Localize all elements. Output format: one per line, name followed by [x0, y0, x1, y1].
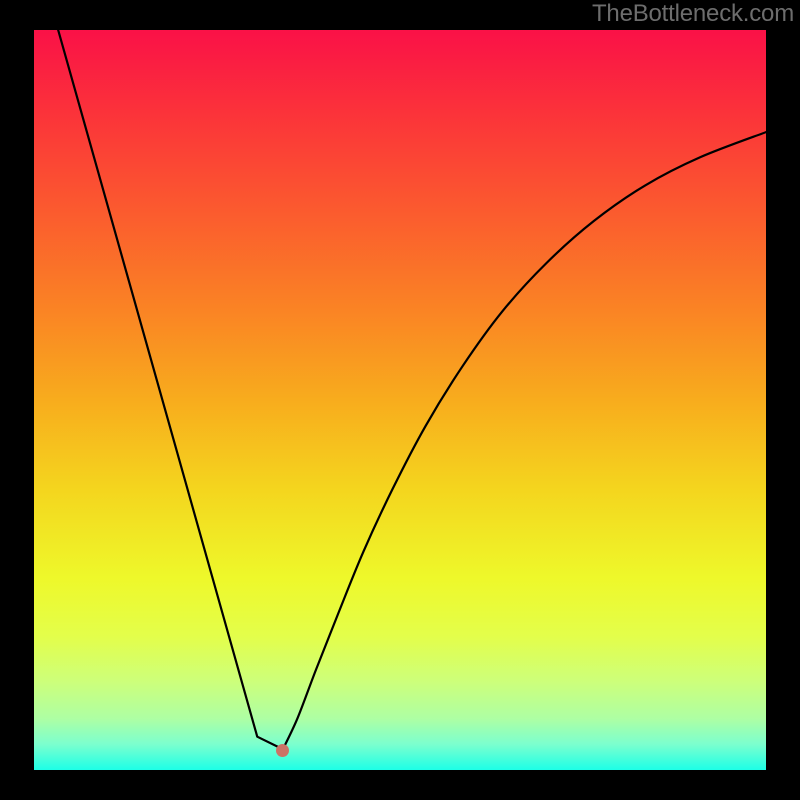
- watermark-text: TheBottleneck.com: [592, 0, 794, 28]
- plot-area: [34, 30, 766, 770]
- curve-layer: [34, 30, 766, 770]
- bottleneck-curve: [58, 30, 766, 749]
- outer-frame: TheBottleneck.com: [0, 0, 800, 800]
